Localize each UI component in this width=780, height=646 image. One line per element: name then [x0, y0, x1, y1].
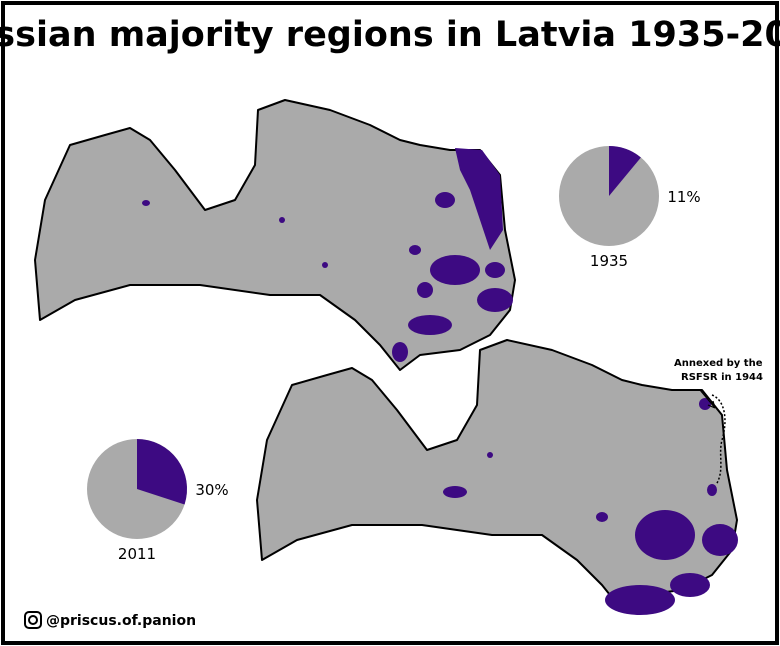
instagram-icon-lens [28, 615, 38, 625]
annexed-border [711, 394, 726, 486]
pie-year-label: 1935 [590, 252, 628, 270]
pie-slice [137, 439, 188, 505]
pie-year-label: 2011 [118, 545, 156, 563]
pie-value-label: 11% [667, 188, 700, 206]
map-1935 [34, 99, 516, 371]
credit: @priscus.of.panion [24, 611, 196, 629]
latvia-outline [256, 339, 738, 611]
instagram-icon [24, 611, 42, 629]
pie-value-label: 30% [195, 481, 228, 499]
russian-areas [142, 148, 513, 362]
map-2011: Annexed by the RSFSR in 1944 [256, 339, 766, 615]
credit-text: @priscus.of.panion [46, 613, 196, 629]
annotation: Annexed by the RSFSR in 1944 [674, 358, 766, 383]
pie-slice [609, 146, 641, 196]
annotation-arrow [699, 389, 716, 409]
title: Russian majority regions in Latvia 1935-… [0, 15, 780, 55]
russian-areas [443, 398, 738, 615]
annotation-line: RSFSR in 1944 [681, 372, 763, 383]
latvia-outline [34, 99, 516, 371]
annotation-line: Annexed by the [674, 358, 763, 369]
